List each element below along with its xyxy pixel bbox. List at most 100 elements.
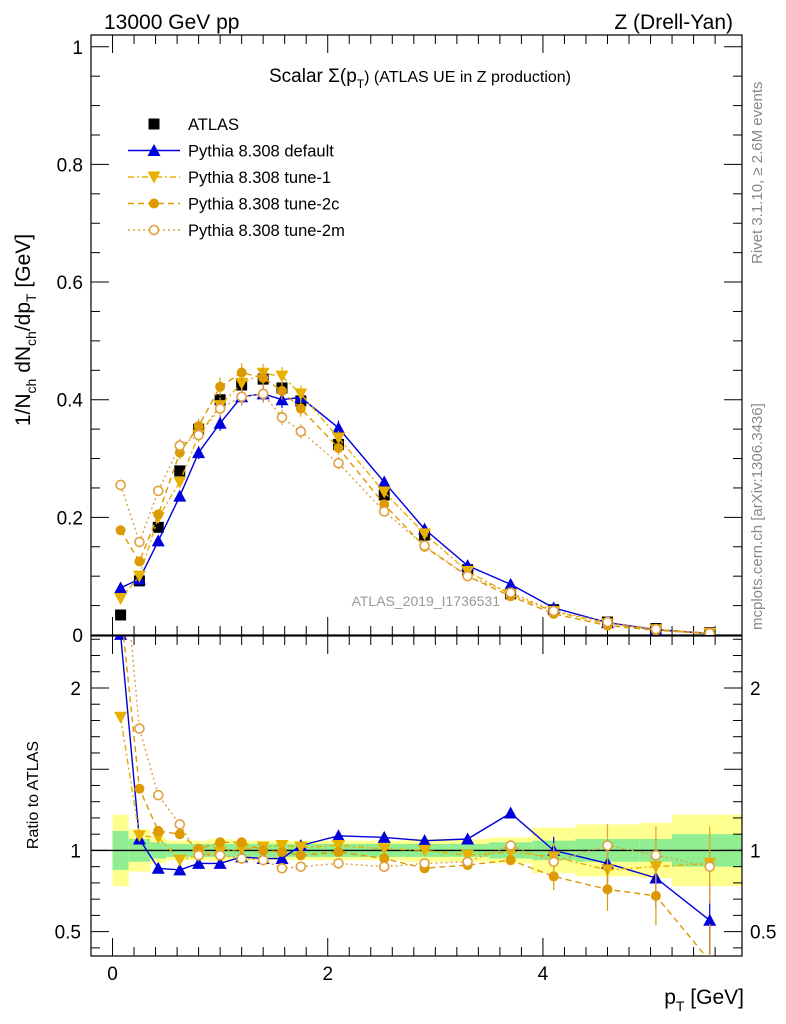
data-point bbox=[548, 605, 559, 617]
main-y-tick-label: 0.2 bbox=[57, 508, 83, 529]
ratio-point bbox=[258, 845, 269, 856]
ratio-point bbox=[708, 955, 711, 956]
ratio-point bbox=[173, 863, 187, 876]
legend-label: Pythia 8.308 tune-1 bbox=[188, 169, 331, 187]
legend-label: Pythia 8.308 tune-2c bbox=[188, 196, 339, 214]
data-point bbox=[214, 403, 226, 414]
ratio-y-axis-label: Ratio to ATLAS bbox=[25, 741, 42, 849]
ratio-point bbox=[235, 843, 249, 856]
ratio-point bbox=[505, 855, 516, 866]
ratio-point bbox=[418, 834, 432, 847]
data-point bbox=[193, 429, 204, 441]
data-point bbox=[276, 385, 287, 396]
ratio-point bbox=[174, 819, 186, 830]
data-point bbox=[462, 570, 473, 582]
data-point bbox=[132, 570, 146, 583]
main-y-tick-label: 1 bbox=[72, 38, 83, 59]
header-process-label: Z (Drell-Yan) bbox=[614, 11, 733, 34]
data-point bbox=[295, 403, 306, 414]
data-point bbox=[275, 370, 289, 383]
main-series-layer bbox=[114, 363, 717, 635]
ratio-point bbox=[236, 853, 247, 864]
legend-marker bbox=[147, 171, 161, 184]
ratio-point bbox=[378, 861, 390, 872]
ratio-series-pythia-8-308-tune-2c bbox=[122, 636, 711, 956]
ratio-y-tick-label-right: 0.5 bbox=[750, 923, 776, 944]
ratio-point bbox=[377, 843, 391, 856]
x-tick-label: 2 bbox=[322, 964, 333, 985]
ratio-point bbox=[331, 840, 345, 853]
ratio-y-tick-label-right: 2 bbox=[750, 679, 761, 700]
data-point bbox=[193, 421, 204, 432]
ratio-point bbox=[333, 858, 344, 869]
ratio-y-tick-label: 0.5 bbox=[55, 923, 81, 944]
data-point bbox=[174, 465, 186, 477]
ratio-point bbox=[134, 783, 145, 794]
data-point bbox=[505, 587, 516, 598]
ratio-point bbox=[275, 852, 289, 865]
ratio-point bbox=[114, 636, 128, 640]
data-point bbox=[236, 367, 247, 378]
legend-marker bbox=[148, 118, 160, 130]
ratio-point bbox=[333, 847, 344, 858]
data-point bbox=[213, 416, 227, 429]
ratio-y-tick-label-right: 1 bbox=[750, 841, 761, 862]
ratio-point bbox=[602, 884, 613, 895]
ratio-point bbox=[650, 849, 662, 861]
x-axis-label-main: p bbox=[664, 986, 676, 1009]
data-point bbox=[236, 391, 247, 403]
x-axis-label: pT [GeV] bbox=[664, 986, 744, 1014]
data-point bbox=[215, 381, 226, 392]
legend-label: Pythia 8.308 default bbox=[188, 143, 334, 161]
data-point bbox=[331, 421, 345, 434]
data-point bbox=[114, 593, 128, 606]
legend-label: Pythia 8.308 tune-2m bbox=[188, 222, 345, 240]
ratio-point bbox=[548, 871, 559, 882]
data-point bbox=[295, 426, 307, 437]
data-point bbox=[294, 388, 308, 401]
plot-title-suffix: ) (ATLAS UE in Z production) bbox=[364, 69, 571, 86]
plot-title-prefix: Scalar Σ(p bbox=[269, 66, 357, 87]
ratio-point bbox=[461, 832, 475, 845]
series-pythia-8-308-tune-2m bbox=[115, 385, 716, 635]
main-plot-frame bbox=[90, 34, 743, 636]
ratio-point bbox=[152, 789, 164, 801]
mcplots-label: mcplots.cern.ch [arXiv:1306.3436] bbox=[749, 403, 766, 630]
data-point bbox=[504, 577, 518, 590]
ratio-point bbox=[174, 829, 185, 840]
main-axis-ticks: 0 0.2 0.4 0.6 0.8 1 bbox=[57, 35, 742, 647]
data-point bbox=[174, 440, 186, 451]
plot-title: Scalar Σ(pT) (ATLAS UE in Z production) bbox=[269, 66, 571, 91]
ratio-point bbox=[505, 840, 516, 851]
data-point bbox=[276, 412, 288, 423]
ratio-y-tick-label: 2 bbox=[70, 679, 81, 700]
ratio-point bbox=[151, 861, 165, 874]
ratio-point bbox=[276, 862, 288, 874]
data-point bbox=[173, 489, 187, 502]
ratio-series-layer bbox=[114, 636, 717, 956]
ratio-point bbox=[257, 854, 269, 866]
legend-label: ATLAS bbox=[188, 116, 239, 134]
ratio-point bbox=[132, 830, 146, 843]
ratio-point bbox=[294, 841, 308, 854]
data-point bbox=[257, 388, 269, 400]
ratio-point bbox=[602, 840, 613, 851]
ratio-point bbox=[331, 829, 345, 842]
main-y-axis-label: 1/Nch dNch/dpT [GeV] bbox=[12, 234, 39, 426]
data-point bbox=[114, 581, 128, 594]
ratio-point bbox=[134, 723, 145, 734]
legend-marker bbox=[147, 144, 161, 156]
plot-title-sub: T bbox=[357, 77, 365, 91]
data-point bbox=[333, 457, 344, 469]
ratio-point bbox=[192, 856, 206, 869]
ratio-plot-frame bbox=[90, 635, 743, 957]
data-point bbox=[704, 627, 716, 635]
legend-item: Pythia 8.308 tune-2m bbox=[128, 222, 345, 240]
legend-item: Pythia 8.308 tune-1 bbox=[128, 169, 331, 187]
ratio-point bbox=[377, 830, 391, 843]
legend-item: Pythia 8.308 tune-2c bbox=[128, 196, 339, 214]
data-point bbox=[331, 432, 345, 445]
legend-marker bbox=[149, 198, 159, 209]
data-point bbox=[192, 446, 206, 459]
legend-item: Pythia 8.308 default bbox=[128, 143, 334, 161]
